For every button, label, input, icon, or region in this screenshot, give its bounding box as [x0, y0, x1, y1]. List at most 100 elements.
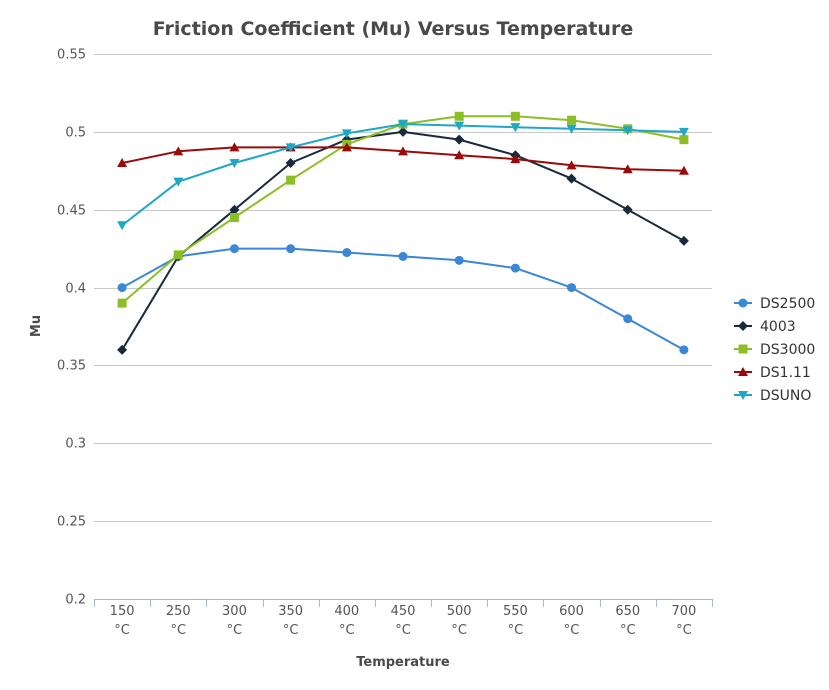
- data-point-ds1-11: [454, 150, 465, 160]
- data-point-ds1-11: [229, 142, 240, 152]
- series-line-ds2500: [121, 247, 685, 351]
- x-tick-label: 150: [110, 604, 135, 619]
- data-point-ds2500: [286, 244, 296, 254]
- data-point-dsuno: [454, 121, 465, 131]
- data-point-4003: [398, 126, 408, 137]
- data-point-dsuno: [117, 221, 128, 231]
- data-point-ds3000: [454, 111, 464, 121]
- data-point-ds2500: [623, 314, 633, 324]
- data-point-4003: [566, 173, 577, 184]
- legend-item-ds3000[interactable]: DS3000: [734, 342, 815, 358]
- data-point-ds2500: [117, 283, 127, 293]
- x-tick-unit: °C: [564, 623, 580, 638]
- x-tick-unit: °C: [227, 623, 243, 638]
- x-tick-unit: °C: [395, 623, 411, 638]
- data-point-4003: [285, 158, 296, 168]
- x-tick-unit: °C: [676, 623, 692, 638]
- x-tick-label: 500: [447, 604, 472, 619]
- data-point-ds1-11: [341, 142, 352, 152]
- data-point-ds1-11: [678, 165, 689, 175]
- legend-item-4003[interactable]: 4003: [734, 319, 796, 335]
- data-point-4003: [454, 134, 465, 145]
- legend-label-dsuno: DSUNO: [760, 388, 811, 404]
- data-point-ds3000: [286, 175, 296, 185]
- data-point-ds2500: [510, 263, 520, 273]
- data-point-dsuno: [622, 126, 633, 136]
- legend-marker-dsuno: [738, 391, 748, 400]
- x-tick-unit: °C: [339, 623, 355, 638]
- data-point-dsuno: [341, 129, 352, 139]
- data-point-dsuno: [510, 123, 521, 133]
- legend-item-dsuno[interactable]: DSUNO: [734, 388, 811, 404]
- x-tick-unit: °C: [114, 623, 130, 638]
- legend-marker-ds2500: [738, 298, 748, 308]
- y-tick-label: 0.45: [57, 204, 86, 219]
- y-tick-label: 0.3: [65, 437, 86, 452]
- data-point-ds1-11: [117, 158, 128, 167]
- legend[interactable]: DS2500 4003 DS3000 DS1.11 DSUNO: [734, 296, 815, 404]
- data-point-dsuno: [566, 124, 577, 134]
- x-tick-label: 400: [334, 604, 359, 619]
- x-tick-label: 450: [391, 604, 416, 619]
- x-tick-label: 650: [615, 604, 640, 619]
- data-point-dsuno: [285, 143, 296, 153]
- legend-label-ds3000: DS3000: [760, 342, 815, 358]
- y-tick-label: 0.55: [57, 48, 86, 63]
- legend-label-ds2500: DS2500: [760, 296, 815, 312]
- data-point-ds3000: [117, 298, 127, 308]
- legend-label-ds1-11: DS1.11: [760, 365, 811, 381]
- x-tick-unit: °C: [620, 623, 636, 638]
- y-tick-label: 0.35: [57, 359, 86, 374]
- data-point-4003: [678, 235, 689, 246]
- data-point-ds3000: [679, 135, 689, 145]
- x-tick-label: 550: [503, 604, 528, 619]
- y-tick-label: 0.25: [57, 515, 86, 530]
- series-dsuno: [117, 120, 689, 231]
- series-ds1-11: [117, 142, 689, 175]
- data-point-4003: [117, 344, 128, 355]
- legend-marker-4003: [738, 321, 748, 331]
- series-group: [117, 111, 689, 355]
- data-point-4003: [229, 204, 240, 215]
- x-tick-label: 300: [222, 604, 247, 619]
- x-axis: 150 °C 250 °C 300 °C 350 °C 400 °C 450 °C 500 °C 550 °C…: [94, 599, 713, 638]
- series-4003: [117, 126, 689, 355]
- series-ds2500: [117, 244, 689, 355]
- data-point-dsuno: [229, 159, 240, 168]
- data-point-dsuno: [398, 120, 408, 130]
- data-point-ds1-11: [566, 160, 577, 170]
- data-point-4003: [622, 204, 633, 215]
- chart-title: Friction Coefficient (Mu) Versus Tempera…: [153, 18, 633, 40]
- x-tick-unit: °C: [283, 623, 299, 638]
- data-point-dsuno: [678, 127, 689, 137]
- x-tick-label: 600: [559, 604, 584, 619]
- legend-item-ds1-11[interactable]: DS1.11: [734, 365, 811, 381]
- x-tick-unit: °C: [451, 623, 467, 638]
- y-tick-label: 0.2: [65, 593, 86, 608]
- x-axis-label: Temperature: [356, 655, 450, 670]
- y-axis-ticks: 0.2 0.25 0.3 0.35 0.4 0.45 0.5 0.55: [57, 48, 86, 608]
- data-point-ds2500: [679, 345, 689, 355]
- data-point-ds2500: [342, 248, 352, 258]
- data-point-ds1-11: [622, 164, 633, 174]
- data-point-ds3000: [567, 115, 577, 125]
- data-point-ds3000: [229, 213, 239, 222]
- x-tick-unit: °C: [508, 623, 524, 638]
- series-line-4003: [121, 130, 685, 351]
- legend-item-ds2500[interactable]: DS2500: [734, 296, 815, 312]
- x-tick-unit: °C: [170, 623, 186, 638]
- legend-label-4003: 4003: [760, 319, 796, 335]
- data-point-ds2500: [398, 251, 408, 261]
- legend-marker-ds1-11: [738, 367, 748, 376]
- y-tick-label: 0.4: [65, 282, 86, 297]
- series-ds3000: [117, 111, 689, 308]
- y-axis-label: Mu: [29, 315, 44, 337]
- legend-marker-ds3000: [738, 344, 748, 354]
- data-point-ds3000: [510, 111, 520, 121]
- data-point-ds1-11: [173, 146, 184, 156]
- x-tick-label: 250: [166, 604, 191, 619]
- data-point-ds1-11: [398, 146, 408, 156]
- data-point-ds2500: [229, 244, 239, 254]
- data-point-ds1-11: [510, 154, 521, 164]
